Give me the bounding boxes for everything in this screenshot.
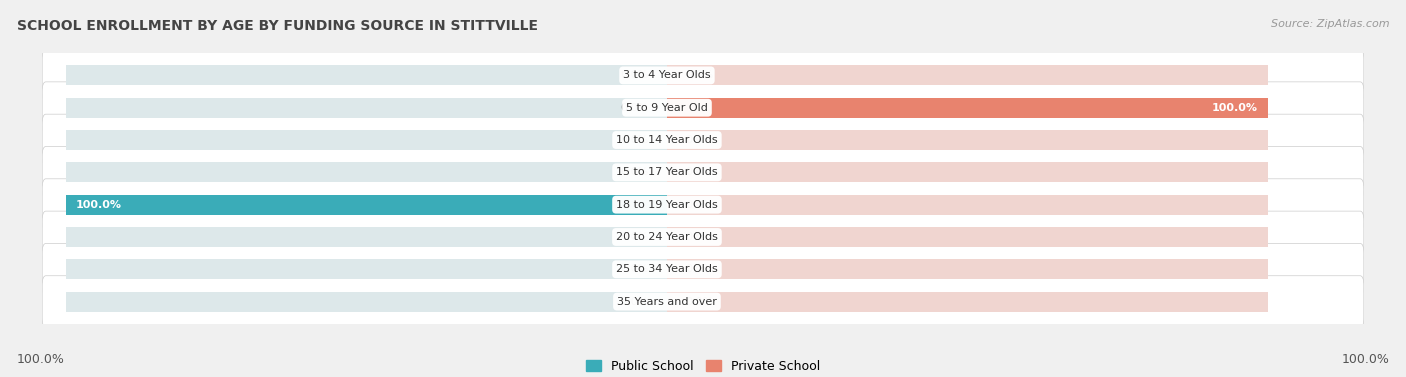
Text: 0.0%: 0.0% [620, 264, 650, 274]
Text: 35 Years and over: 35 Years and over [617, 297, 717, 307]
Bar [666, 195, 1268, 215]
Text: 0.0%: 0.0% [620, 103, 650, 113]
FancyBboxPatch shape [42, 179, 1364, 230]
Bar [666, 291, 1268, 312]
Text: 0.0%: 0.0% [620, 297, 650, 307]
Bar [666, 98, 1268, 118]
Text: 0.0%: 0.0% [620, 135, 650, 145]
Text: 20 to 24 Year Olds: 20 to 24 Year Olds [616, 232, 718, 242]
Bar [66, 162, 666, 182]
Bar [666, 227, 1268, 247]
Bar [666, 98, 1268, 118]
Text: 0.0%: 0.0% [685, 264, 713, 274]
Bar [666, 162, 1268, 182]
Text: 0.0%: 0.0% [620, 167, 650, 177]
FancyBboxPatch shape [42, 147, 1364, 198]
Bar [66, 195, 666, 215]
Bar [66, 291, 666, 312]
Text: 25 to 34 Year Olds: 25 to 34 Year Olds [616, 264, 718, 274]
Bar [666, 65, 1268, 86]
Bar [66, 98, 666, 118]
Text: 5 to 9 Year Old: 5 to 9 Year Old [626, 103, 707, 113]
Text: 0.0%: 0.0% [685, 167, 713, 177]
Text: SCHOOL ENROLLMENT BY AGE BY FUNDING SOURCE IN STITTVILLE: SCHOOL ENROLLMENT BY AGE BY FUNDING SOUR… [17, 19, 538, 33]
Bar [666, 130, 1268, 150]
FancyBboxPatch shape [42, 276, 1364, 328]
FancyBboxPatch shape [42, 49, 1364, 101]
Text: 15 to 17 Year Olds: 15 to 17 Year Olds [616, 167, 718, 177]
Text: 100.0%: 100.0% [17, 353, 65, 366]
Text: 18 to 19 Year Olds: 18 to 19 Year Olds [616, 200, 718, 210]
Text: 3 to 4 Year Olds: 3 to 4 Year Olds [623, 70, 711, 80]
Text: 0.0%: 0.0% [685, 297, 713, 307]
Text: 0.0%: 0.0% [620, 70, 650, 80]
Bar [66, 130, 666, 150]
Text: 100.0%: 100.0% [1212, 103, 1258, 113]
Text: 0.0%: 0.0% [620, 232, 650, 242]
Bar [66, 195, 666, 215]
FancyBboxPatch shape [42, 82, 1364, 133]
Legend: Public School, Private School: Public School, Private School [581, 355, 825, 377]
Bar [66, 227, 666, 247]
FancyBboxPatch shape [42, 244, 1364, 295]
Text: Source: ZipAtlas.com: Source: ZipAtlas.com [1271, 19, 1389, 29]
Text: 10 to 14 Year Olds: 10 to 14 Year Olds [616, 135, 718, 145]
Text: 0.0%: 0.0% [685, 200, 713, 210]
Text: 0.0%: 0.0% [685, 70, 713, 80]
Text: 100.0%: 100.0% [76, 200, 122, 210]
Text: 0.0%: 0.0% [685, 135, 713, 145]
Bar [66, 259, 666, 279]
FancyBboxPatch shape [42, 114, 1364, 166]
Text: 0.0%: 0.0% [685, 232, 713, 242]
FancyBboxPatch shape [42, 211, 1364, 263]
Bar [666, 259, 1268, 279]
Bar [66, 65, 666, 86]
Text: 100.0%: 100.0% [1341, 353, 1389, 366]
